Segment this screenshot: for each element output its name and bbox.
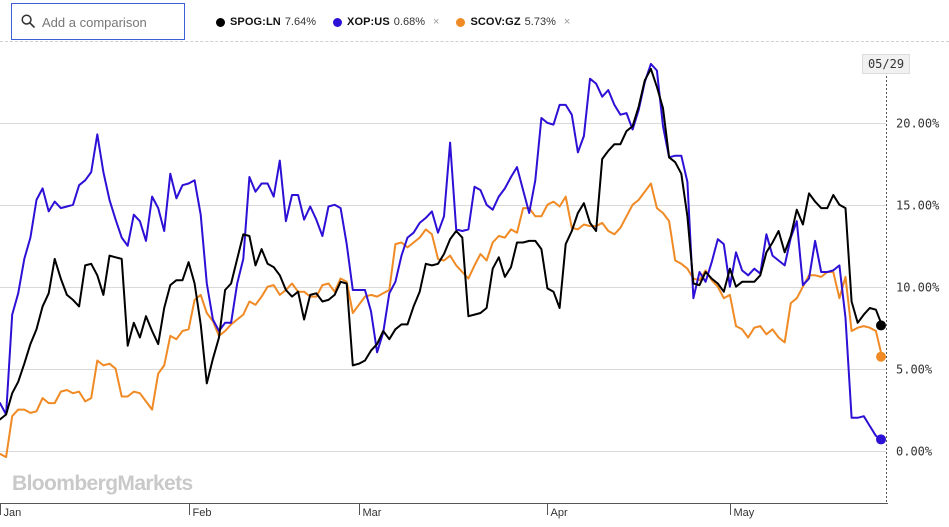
comparison-search-input[interactable] [42,12,180,32]
series-color-dot [456,17,466,27]
legend-change: 5.73% [524,16,556,28]
series-color-dot [216,17,225,27]
remove-comparison-button[interactable]: × [433,16,440,28]
x-tick-label: May [734,507,755,519]
legend-item-scov: SCOV:GZ 5.73% × [456,16,570,28]
y-tick-label: 0.00% [896,445,933,459]
legend-item-spog: SPOG:LN 7.64% [216,16,316,28]
x-tick-label: Jan [4,507,22,519]
legend: SPOG:LN 7.64% XOP:US 0.68% × SCOV:GZ 5.7… [216,14,587,30]
header-divider [0,41,949,42]
series-color-dot [333,17,343,27]
series-line-spog [0,67,883,421]
y-tick-label: 15.00% [896,199,940,213]
x-tick-label: Mar [363,507,382,519]
legend-change: 0.68% [393,16,425,28]
legend-ticker: XOP:US [347,16,390,28]
legend-ticker: SCOV:GZ [470,16,521,28]
legend-ticker: SPOG:LN [230,16,281,28]
bloomberg-watermark: BloombergMarkets [12,472,193,495]
search-icon [21,14,35,28]
y-tick-label: 10.00% [896,281,940,295]
series-end-marker-scov [876,351,886,362]
legend-change: 7.64% [284,16,317,28]
remove-comparison-button[interactable]: × [563,16,571,28]
series-end-marker-spog [876,320,886,331]
series-line-xop [0,62,883,441]
comparison-search-box[interactable] [11,3,185,40]
x-tick-label: Apr [551,507,568,519]
legend-item-xop: XOP:US 0.68% × [333,16,439,28]
series-end-marker-xop [876,434,886,445]
y-tick-label: 5.00% [896,363,933,377]
date-badge: 05/29 [862,54,910,74]
y-tick-label: 20.00% [896,117,940,131]
x-tick-label: Feb [193,507,212,519]
